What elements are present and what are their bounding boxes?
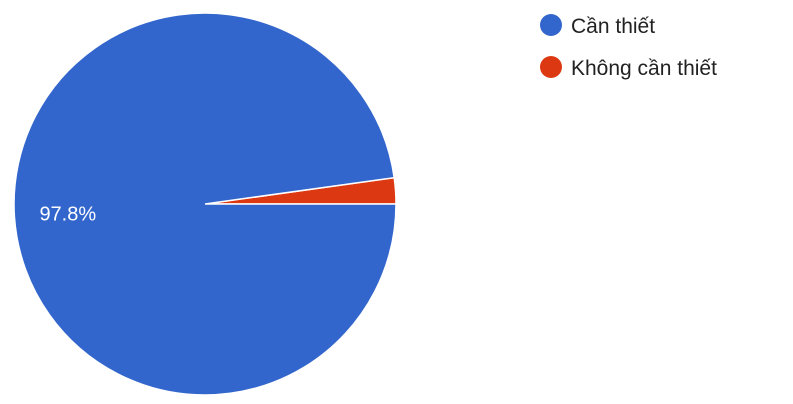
legend-swatch-1 <box>540 56 562 78</box>
legend-label-1: Không cần thiết <box>571 57 717 80</box>
legend-swatch-0 <box>540 14 562 36</box>
pie-slice-labels: 97.8% <box>39 203 96 225</box>
slice-label-0: 97.8% <box>39 203 96 225</box>
legend-label-0: Cần thiết <box>571 15 655 38</box>
legend: Cần thiết Không cần thiết <box>540 14 717 80</box>
pie-slice-0 <box>13 12 397 396</box>
pie-slices <box>13 12 397 396</box>
